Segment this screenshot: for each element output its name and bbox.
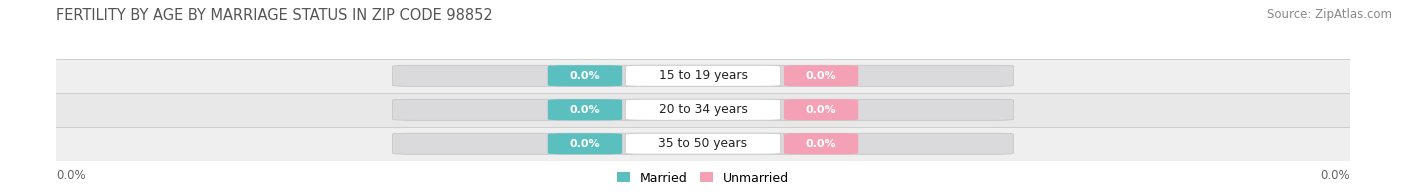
Bar: [56, 59, 1350, 93]
Text: 15 to 19 years: 15 to 19 years: [658, 69, 748, 82]
FancyBboxPatch shape: [392, 133, 1014, 154]
Text: 0.0%: 0.0%: [806, 139, 837, 149]
Text: 0.0%: 0.0%: [569, 139, 600, 149]
FancyBboxPatch shape: [626, 65, 780, 86]
Text: 0.0%: 0.0%: [1320, 169, 1350, 181]
Text: 35 to 50 years: 35 to 50 years: [658, 137, 748, 150]
FancyBboxPatch shape: [548, 99, 623, 120]
Legend: Married, Unmarried: Married, Unmarried: [612, 167, 794, 190]
FancyBboxPatch shape: [785, 65, 858, 86]
Text: 0.0%: 0.0%: [56, 169, 86, 181]
Text: 0.0%: 0.0%: [806, 71, 837, 81]
Text: 20 to 34 years: 20 to 34 years: [658, 103, 748, 116]
Bar: [56, 127, 1350, 161]
FancyBboxPatch shape: [626, 99, 780, 120]
Text: 0.0%: 0.0%: [569, 71, 600, 81]
FancyBboxPatch shape: [548, 65, 623, 86]
FancyBboxPatch shape: [785, 133, 858, 154]
FancyBboxPatch shape: [548, 133, 623, 154]
FancyBboxPatch shape: [392, 99, 1014, 120]
Text: 0.0%: 0.0%: [569, 105, 600, 115]
FancyBboxPatch shape: [785, 99, 858, 120]
Bar: [56, 93, 1350, 127]
FancyBboxPatch shape: [392, 65, 1014, 86]
Text: Source: ZipAtlas.com: Source: ZipAtlas.com: [1267, 8, 1392, 21]
Text: 0.0%: 0.0%: [806, 105, 837, 115]
Text: FERTILITY BY AGE BY MARRIAGE STATUS IN ZIP CODE 98852: FERTILITY BY AGE BY MARRIAGE STATUS IN Z…: [56, 8, 494, 23]
FancyBboxPatch shape: [626, 133, 780, 154]
